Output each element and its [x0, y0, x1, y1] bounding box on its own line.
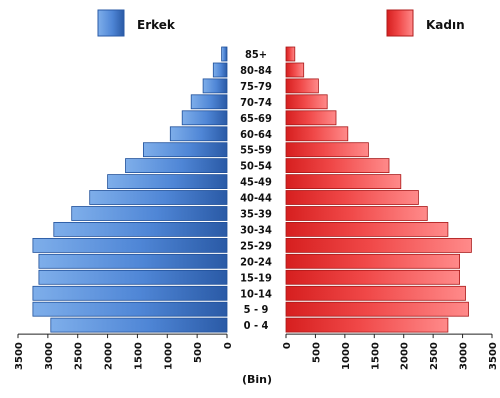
tick-label: 1500 — [370, 342, 381, 370]
bar-female — [285, 190, 419, 205]
bar-female — [285, 46, 296, 62]
bar-female — [285, 62, 305, 78]
tick-label: 3000 — [44, 342, 55, 370]
bar-male — [142, 142, 228, 158]
bar-male — [32, 285, 228, 301]
legend-item-female: Kadın — [386, 9, 465, 37]
age-label: 0 - 4 — [244, 319, 269, 332]
bar-male — [190, 94, 228, 110]
tick-label: 3500 — [14, 342, 25, 370]
age-label: 45-49 — [240, 176, 272, 189]
bar-male — [181, 110, 228, 126]
bar-male — [107, 174, 228, 190]
bar-male — [125, 158, 228, 174]
tick-label: 2000 — [400, 342, 411, 370]
age-label: 25-29 — [240, 239, 272, 252]
bar-male — [202, 78, 228, 94]
bar-female — [285, 78, 319, 94]
bar-male — [32, 237, 228, 253]
age-label: 75-79 — [240, 80, 272, 93]
legend-swatch-female — [386, 9, 414, 37]
bar-male — [32, 301, 228, 317]
age-label: 15-19 — [240, 271, 272, 284]
tick-label: 1500 — [133, 342, 144, 370]
bar-female — [285, 253, 461, 269]
age-label: 65-69 — [240, 112, 272, 125]
bar-female — [285, 285, 466, 301]
bar-female — [285, 174, 402, 190]
tick-label: 2500 — [429, 342, 440, 370]
bar-female — [285, 126, 349, 142]
bar-female — [285, 110, 337, 126]
bars-layer — [32, 46, 472, 333]
tick-label: 3500 — [488, 342, 499, 370]
legend-label-male: Erkek — [137, 18, 176, 32]
legend-item-male: Erkek — [97, 9, 176, 37]
age-label: 35-39 — [240, 208, 272, 221]
age-label: 20-24 — [240, 255, 272, 268]
tick-label: 0 — [223, 342, 234, 349]
bar-female — [285, 237, 472, 253]
tick-label: 2000 — [104, 342, 115, 370]
tick-label: 0 — [282, 342, 293, 349]
bar-male — [38, 253, 228, 269]
axes: 0 0 500 500 1000 1000 1500 1500 2000 2000 2500 2500… — [14, 333, 499, 370]
bar-female — [285, 142, 369, 158]
age-label: 70-74 — [240, 96, 272, 109]
tick-label: 500 — [193, 342, 204, 363]
age-label: 55-59 — [240, 144, 272, 157]
bar-female — [285, 269, 461, 285]
age-label: 60-64 — [240, 128, 272, 141]
bar-male — [38, 269, 228, 285]
bar-male — [221, 46, 228, 62]
age-label: 30-34 — [240, 223, 272, 236]
bar-male — [50, 317, 228, 333]
legend-swatch-male — [97, 9, 125, 37]
age-label: 85+ — [245, 48, 267, 61]
tick-label: 1000 — [341, 342, 352, 370]
bar-female — [285, 206, 428, 221]
bar-male — [212, 62, 228, 78]
age-label: 40-44 — [240, 192, 272, 205]
bar-female — [285, 301, 469, 317]
bar-female — [285, 221, 449, 237]
age-label: 80-84 — [240, 64, 272, 77]
bar-male — [169, 126, 228, 142]
tick-label: 2500 — [74, 342, 85, 370]
bar-male — [71, 206, 228, 221]
tick-label: 1000 — [163, 342, 174, 370]
bar-female — [285, 94, 328, 110]
legend-label-female: Kadın — [426, 18, 465, 32]
tick-label: 3000 — [459, 342, 470, 370]
bar-female — [285, 317, 449, 333]
age-label: 50-54 — [240, 160, 272, 173]
bar-male — [89, 190, 228, 205]
bar-male — [53, 221, 228, 237]
age-label: 5 - 9 — [244, 303, 269, 316]
tick-label: 500 — [311, 342, 322, 363]
unit-label: (Bin) — [242, 373, 272, 386]
legend: Erkek Kadın — [97, 9, 465, 37]
age-label: 10-14 — [240, 287, 272, 300]
age-labels: 0 - 4 5 - 9 10-14 15-19 20-24 25-29 30-34 35-39… — [240, 48, 272, 332]
bar-female — [285, 158, 390, 174]
